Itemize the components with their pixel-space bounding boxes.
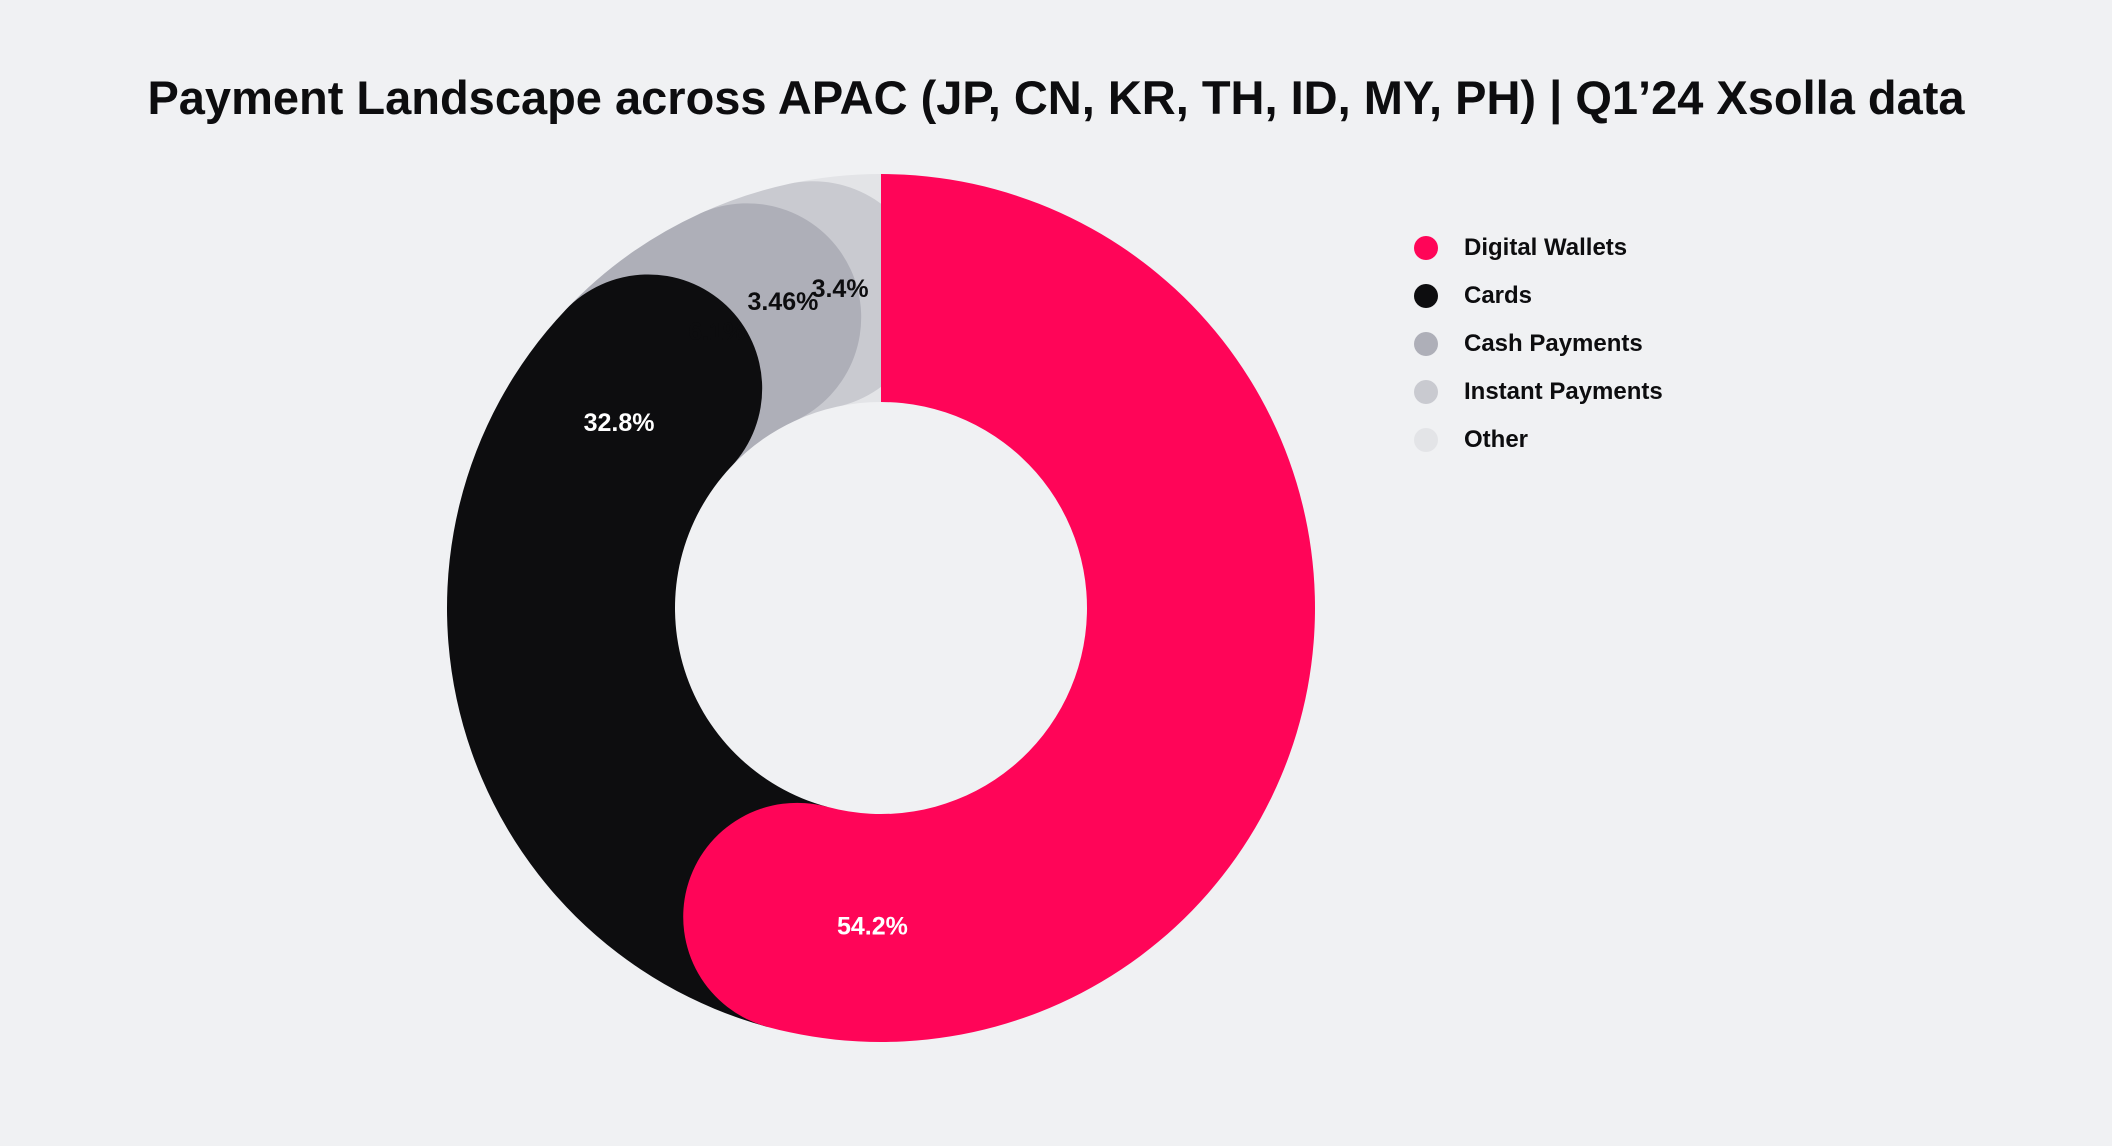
slice-label-cards: 32.8% — [584, 409, 655, 437]
legend-label: Other — [1464, 426, 1529, 453]
legend-item-other: Other — [1414, 416, 1663, 464]
legend-swatch — [1414, 380, 1438, 404]
slice-label-cash-payments: 6.1% — [688, 318, 745, 346]
legend-swatch — [1414, 236, 1438, 260]
slice-label-instant-payments: 3.46% — [747, 288, 818, 316]
slice-label-digital-wallets: 54.2% — [837, 912, 908, 940]
legend-item-digital-wallets: Digital Wallets — [1414, 224, 1663, 272]
slice-label-other: 3.4% — [812, 275, 869, 303]
legend-label: Digital Wallets — [1464, 234, 1628, 261]
legend-label: Instant Payments — [1464, 378, 1663, 405]
chart-title: Payment Landscape across APAC (JP, CN, K… — [147, 71, 1965, 124]
legend-swatch — [1414, 284, 1438, 308]
legend-label: Cash Payments — [1464, 330, 1643, 357]
legend-swatch — [1414, 428, 1438, 452]
legend-label: Cards — [1464, 282, 1533, 309]
legend-item-instant-payments: Instant Payments — [1414, 368, 1663, 416]
donut-slice-digital-wallets — [683, 174, 1316, 1042]
legend-item-cash-payments: Cash Payments — [1414, 320, 1663, 368]
chart-legend: Digital Wallets Cards Cash Payments Instant… — [1414, 224, 1663, 464]
legend-item-cards: Cards — [1414, 272, 1663, 320]
legend-swatch — [1414, 332, 1438, 356]
